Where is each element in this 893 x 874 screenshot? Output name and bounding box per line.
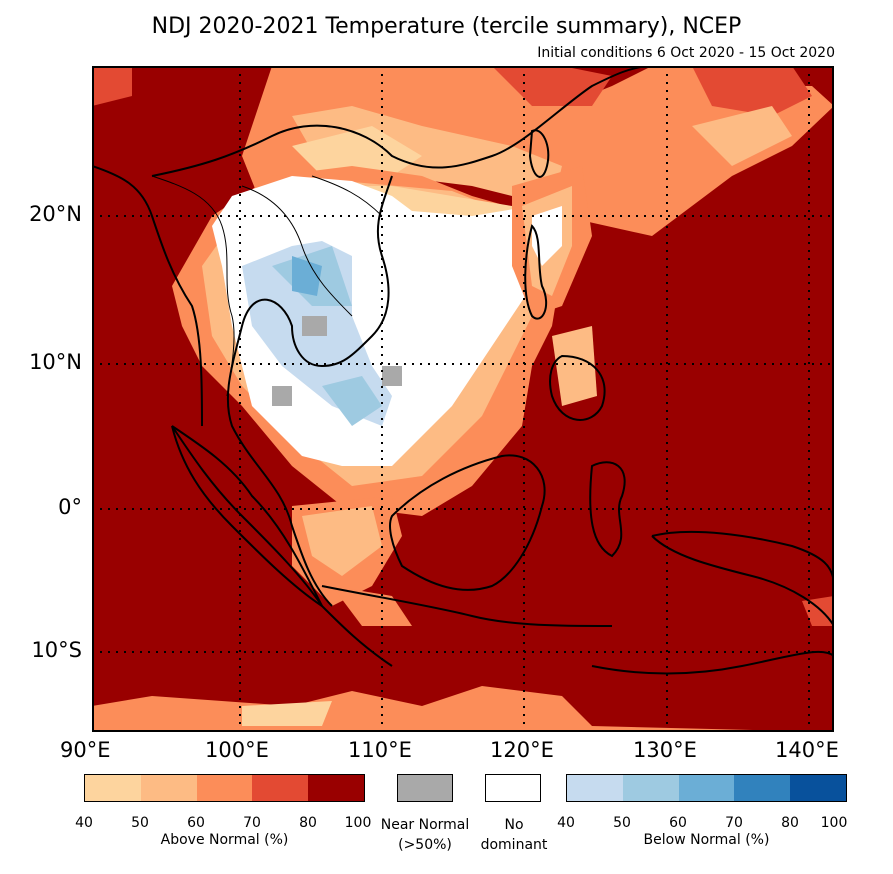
below-tick: 60 bbox=[669, 815, 687, 831]
region-near-normal bbox=[272, 386, 292, 406]
region-above-40-50 bbox=[242, 701, 332, 726]
coastline-indochina bbox=[226, 175, 393, 607]
lon-label-120e: 120°E bbox=[490, 738, 554, 762]
philippines-region bbox=[512, 166, 597, 406]
below-swatch-60-70 bbox=[678, 775, 735, 801]
border-vietnam bbox=[311, 175, 383, 217]
above-tick: 50 bbox=[131, 815, 149, 831]
below-swatch-40-50 bbox=[567, 775, 623, 801]
coastline-mindanao bbox=[549, 354, 606, 421]
region-above-40-50 bbox=[292, 126, 422, 176]
region-above-70-80 bbox=[492, 66, 612, 106]
forecast-map bbox=[92, 66, 834, 732]
above-tick: 70 bbox=[243, 815, 261, 831]
below-normal-title: Below Normal (%) bbox=[643, 832, 770, 848]
near-normal-swatch bbox=[397, 774, 453, 802]
lat-label-10n: 10°N bbox=[29, 350, 82, 374]
coastline-borneo bbox=[389, 454, 546, 591]
lon-label-130e: 130°E bbox=[633, 738, 697, 762]
lon-label-110e: 110°E bbox=[348, 738, 412, 762]
region-above-70-80 bbox=[692, 66, 812, 116]
below-tick: 100 bbox=[820, 815, 848, 831]
no-dominant-label: No dominant bbox=[470, 815, 558, 855]
above-swatch-50-60 bbox=[140, 775, 197, 801]
below-tick: 40 bbox=[557, 815, 575, 831]
below-swatch-70-80 bbox=[734, 775, 791, 801]
below-tick: 80 bbox=[781, 815, 799, 831]
lon-label-100e: 100°E bbox=[205, 738, 269, 762]
below-swatch-80-100 bbox=[790, 775, 846, 801]
above-swatch-60-70 bbox=[196, 775, 253, 801]
above-tick: 60 bbox=[187, 815, 205, 831]
coastline-new-guinea bbox=[651, 530, 834, 627]
coastline-taiwan bbox=[528, 129, 550, 178]
region-above-70-80 bbox=[92, 66, 132, 106]
coastline-bay-of-bengal bbox=[92, 165, 203, 427]
near-normal-label-line1: Near Normal bbox=[380, 817, 470, 833]
lat-label-10s: 10°S bbox=[31, 638, 82, 662]
no-dominant-label-line2: dominant bbox=[480, 837, 548, 853]
region-above-60-70 bbox=[242, 66, 834, 236]
borders bbox=[151, 175, 383, 397]
above-tick: 80 bbox=[299, 815, 317, 831]
map-frame bbox=[92, 66, 834, 732]
initial-conditions-subtitle: Initial conditions 6 Oct 2020 - 15 Oct 2… bbox=[537, 45, 835, 61]
lat-label-20n: 20°N bbox=[29, 202, 82, 226]
region-below-60-70 bbox=[292, 256, 322, 296]
coastline-malay bbox=[171, 425, 393, 667]
above-swatch-80-100 bbox=[308, 775, 364, 801]
chart-title: NDJ 2020-2021 Temperature (tercile summa… bbox=[151, 14, 742, 39]
below-tick: 70 bbox=[725, 815, 743, 831]
border-thailand-laos bbox=[241, 185, 353, 317]
above-normal-title: Above Normal (%) bbox=[160, 832, 289, 848]
border-myanmar bbox=[151, 175, 235, 397]
no-dominant-label-line1: No bbox=[504, 817, 524, 833]
lat-label-0: 0° bbox=[58, 495, 82, 519]
region-above-50-60 bbox=[692, 106, 792, 166]
coastline-sulawesi bbox=[589, 461, 626, 558]
above-tick: 100 bbox=[344, 815, 372, 831]
coastline-java bbox=[321, 585, 613, 627]
lon-label-140e: 140°E bbox=[775, 738, 839, 762]
below-tick: 50 bbox=[613, 815, 631, 831]
region-near-normal bbox=[382, 366, 402, 386]
coastline-australia bbox=[591, 650, 834, 675]
coastline-sumatra bbox=[171, 425, 323, 607]
above-tick: 40 bbox=[75, 815, 93, 831]
coastline-luzon bbox=[524, 224, 548, 320]
coastline-china bbox=[151, 66, 653, 177]
near-normal-label: Near Normal (>50%) bbox=[370, 815, 480, 855]
below-swatch-50-60 bbox=[622, 775, 679, 801]
above-swatch-70-80 bbox=[252, 775, 309, 801]
above-normal-colorbar bbox=[84, 774, 365, 802]
region-above-60-70 bbox=[332, 586, 412, 626]
region-above-50-60 bbox=[302, 506, 382, 576]
region-below-50-60 bbox=[322, 376, 382, 426]
above-swatch-40-50 bbox=[85, 775, 141, 801]
below-normal-colorbar bbox=[566, 774, 847, 802]
region-above-50-60 bbox=[552, 326, 597, 406]
near-normal-label-line2: (>50%) bbox=[398, 837, 452, 853]
region-near-normal bbox=[302, 316, 327, 336]
no-dominant-swatch bbox=[485, 774, 541, 802]
lon-label-90e: 90°E bbox=[60, 738, 111, 762]
coastlines bbox=[92, 66, 834, 675]
